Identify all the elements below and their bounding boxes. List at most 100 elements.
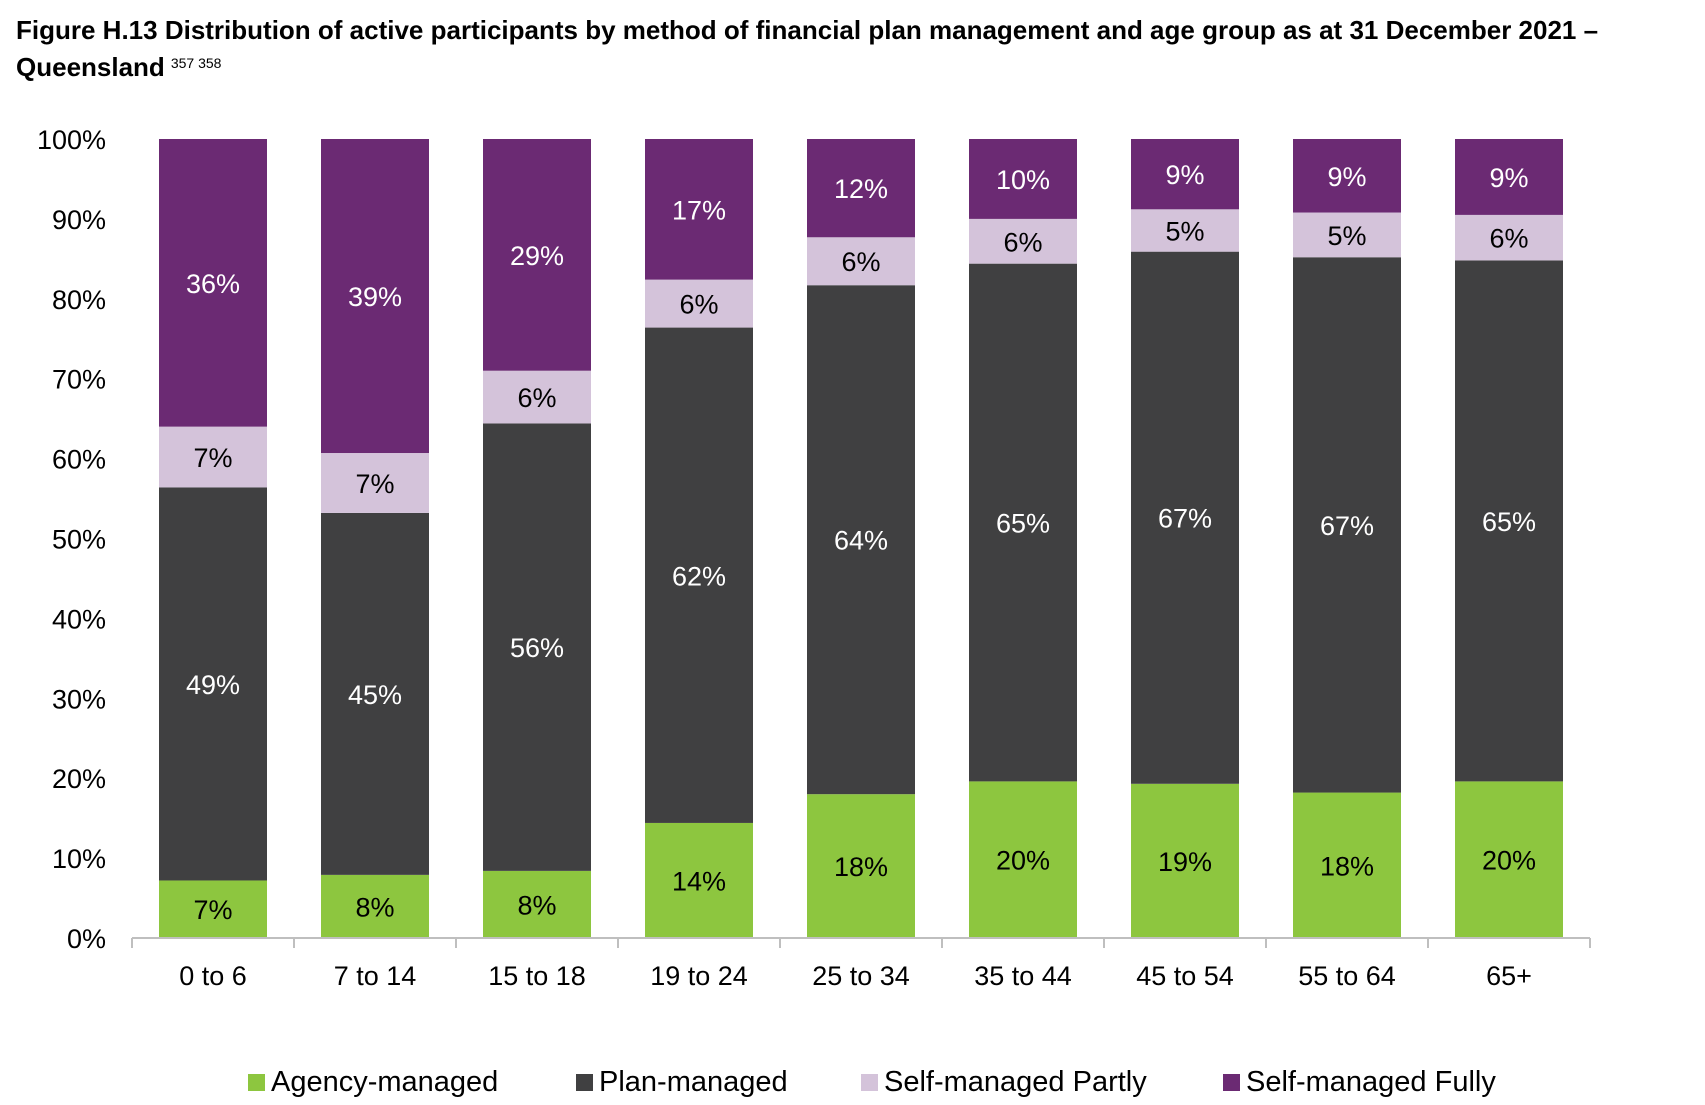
- y-tick-label: 20%: [52, 764, 106, 794]
- data-label: 7%: [193, 895, 232, 925]
- data-label: 45%: [348, 680, 402, 710]
- bar-segment: [1131, 783, 1239, 938]
- data-label: 19%: [1158, 847, 1212, 877]
- x-category-label: 25 to 34: [812, 961, 910, 991]
- data-label: 64%: [834, 526, 888, 556]
- legend-swatch: [248, 1073, 265, 1091]
- bar-segment: [159, 426, 267, 488]
- bar-segment: [645, 139, 753, 280]
- title-footnote-refs: 357 358: [170, 55, 222, 71]
- y-tick-label: 50%: [52, 525, 106, 555]
- bar-segment: [159, 487, 267, 881]
- bar-segment: [807, 139, 915, 238]
- data-label: 17%: [672, 195, 726, 225]
- data-label: 29%: [510, 241, 564, 271]
- data-label: 20%: [996, 846, 1050, 876]
- x-axis: [131, 937, 1591, 948]
- bar-segment: [483, 870, 591, 938]
- bar-segment: [645, 279, 753, 328]
- bar-segment: [1293, 792, 1401, 938]
- x-category-label: 35 to 44: [974, 961, 1072, 991]
- legend-item: Self-managed Partly: [861, 1062, 1147, 1102]
- data-label: 6%: [1489, 224, 1528, 254]
- x-category-label: 19 to 24: [650, 961, 748, 991]
- y-tick-label: 70%: [52, 365, 106, 395]
- bar-stack: 14% 62% 6% 17%: [645, 139, 753, 938]
- data-label: 9%: [1489, 163, 1528, 193]
- data-label: 36%: [186, 269, 240, 299]
- y-tick-label: 30%: [52, 684, 106, 714]
- bar-segment: [1293, 212, 1401, 258]
- y-axis-tick-labels: 0% 10% 20% 30% 40% 50% 60% 70% 80% 90% 100%: [37, 125, 106, 954]
- legend-label: Plan-managed: [599, 1066, 788, 1098]
- data-label: 9%: [1165, 160, 1204, 190]
- bar-segment: [483, 370, 591, 424]
- bar-stack: 18% 67% 5% 9%: [1293, 139, 1401, 938]
- bar-stack: 20% 65% 6% 9%: [1455, 139, 1563, 938]
- bar-segment: [645, 822, 753, 938]
- data-label: 8%: [355, 892, 394, 922]
- x-category-label: 0 to 6: [179, 961, 247, 991]
- bar-segment: [1455, 139, 1563, 215]
- data-label: 67%: [1158, 504, 1212, 534]
- stacked-bar-chart: 0%10%20%30%40%50%60%70%80%90%100% 7%49%7…: [37, 125, 1591, 991]
- bar-segment: [159, 880, 267, 938]
- bar-stack: 8% 56% 6% 29%: [483, 139, 591, 938]
- data-label: 10%: [996, 165, 1050, 195]
- legend-label: Self-managed Partly: [884, 1066, 1147, 1098]
- bar-segment: [1455, 214, 1563, 261]
- bar-segment: [969, 139, 1077, 219]
- data-label: 18%: [1320, 851, 1374, 881]
- bar-stack: 18% 64% 6% 12%: [807, 139, 915, 938]
- x-category-label: 45 to 54: [1136, 961, 1234, 991]
- bar-segment: [321, 139, 429, 454]
- x-category-label: 7 to 14: [334, 961, 417, 991]
- data-label: 8%: [517, 890, 556, 920]
- data-label: 67%: [1320, 511, 1374, 541]
- bar-segment: [807, 794, 915, 938]
- legend-swatch: [576, 1073, 593, 1091]
- data-label: 65%: [996, 509, 1050, 539]
- data-label: 9%: [1327, 162, 1366, 192]
- x-category-label: 65+: [1486, 961, 1532, 991]
- legend-item: Self-managed Fully: [1223, 1062, 1496, 1102]
- bar-segment: [1131, 251, 1239, 784]
- bar-segment: [1293, 257, 1401, 793]
- chart-legend: Agency-managed Plan-managed Self-managed P…: [0, 1062, 1705, 1102]
- x-category-label: 55 to 64: [1298, 961, 1396, 991]
- bar-segment: [645, 327, 753, 823]
- bar-stack: 7% 49% 7% 36%: [159, 139, 267, 938]
- bar-segment: [321, 874, 429, 938]
- bar-segment: [483, 139, 591, 371]
- y-tick-label: 90%: [52, 205, 106, 235]
- y-tick-label: 100%: [37, 125, 106, 155]
- data-label: 65%: [1482, 507, 1536, 537]
- y-tick-label: 80%: [52, 285, 106, 315]
- legend-label: Agency-managed: [271, 1066, 499, 1098]
- legend-swatch: [861, 1073, 878, 1091]
- bar-stack: 8% 45% 7% 39%: [321, 139, 429, 938]
- data-label: 14%: [672, 866, 726, 896]
- chart-title: Figure H.13 Distribution of active parti…: [16, 12, 1696, 86]
- bar-segment: [969, 781, 1077, 938]
- x-category-label: 15 to 18: [488, 961, 586, 991]
- legend-item: Plan-managed: [576, 1062, 788, 1102]
- legend-swatch: [1223, 1073, 1240, 1091]
- legend-item: Agency-managed: [248, 1062, 498, 1102]
- bar-segment: [1131, 209, 1239, 252]
- bar-segment: [1455, 260, 1563, 782]
- data-label: 39%: [348, 282, 402, 312]
- bar-segment: [969, 218, 1077, 264]
- data-label: 6%: [679, 290, 718, 320]
- data-label: 7%: [193, 443, 232, 473]
- bar-segment: [1131, 139, 1239, 210]
- data-label: 18%: [834, 852, 888, 882]
- bar-segment: [321, 512, 429, 875]
- y-tick-label: 60%: [52, 445, 106, 475]
- bar-segment: [321, 453, 429, 513]
- bar-stack: 20% 65% 6% 10%: [969, 139, 1077, 938]
- data-label: 56%: [510, 633, 564, 663]
- data-label: 7%: [355, 469, 394, 499]
- bar-segment: [159, 139, 267, 427]
- y-tick-label: 40%: [52, 604, 106, 634]
